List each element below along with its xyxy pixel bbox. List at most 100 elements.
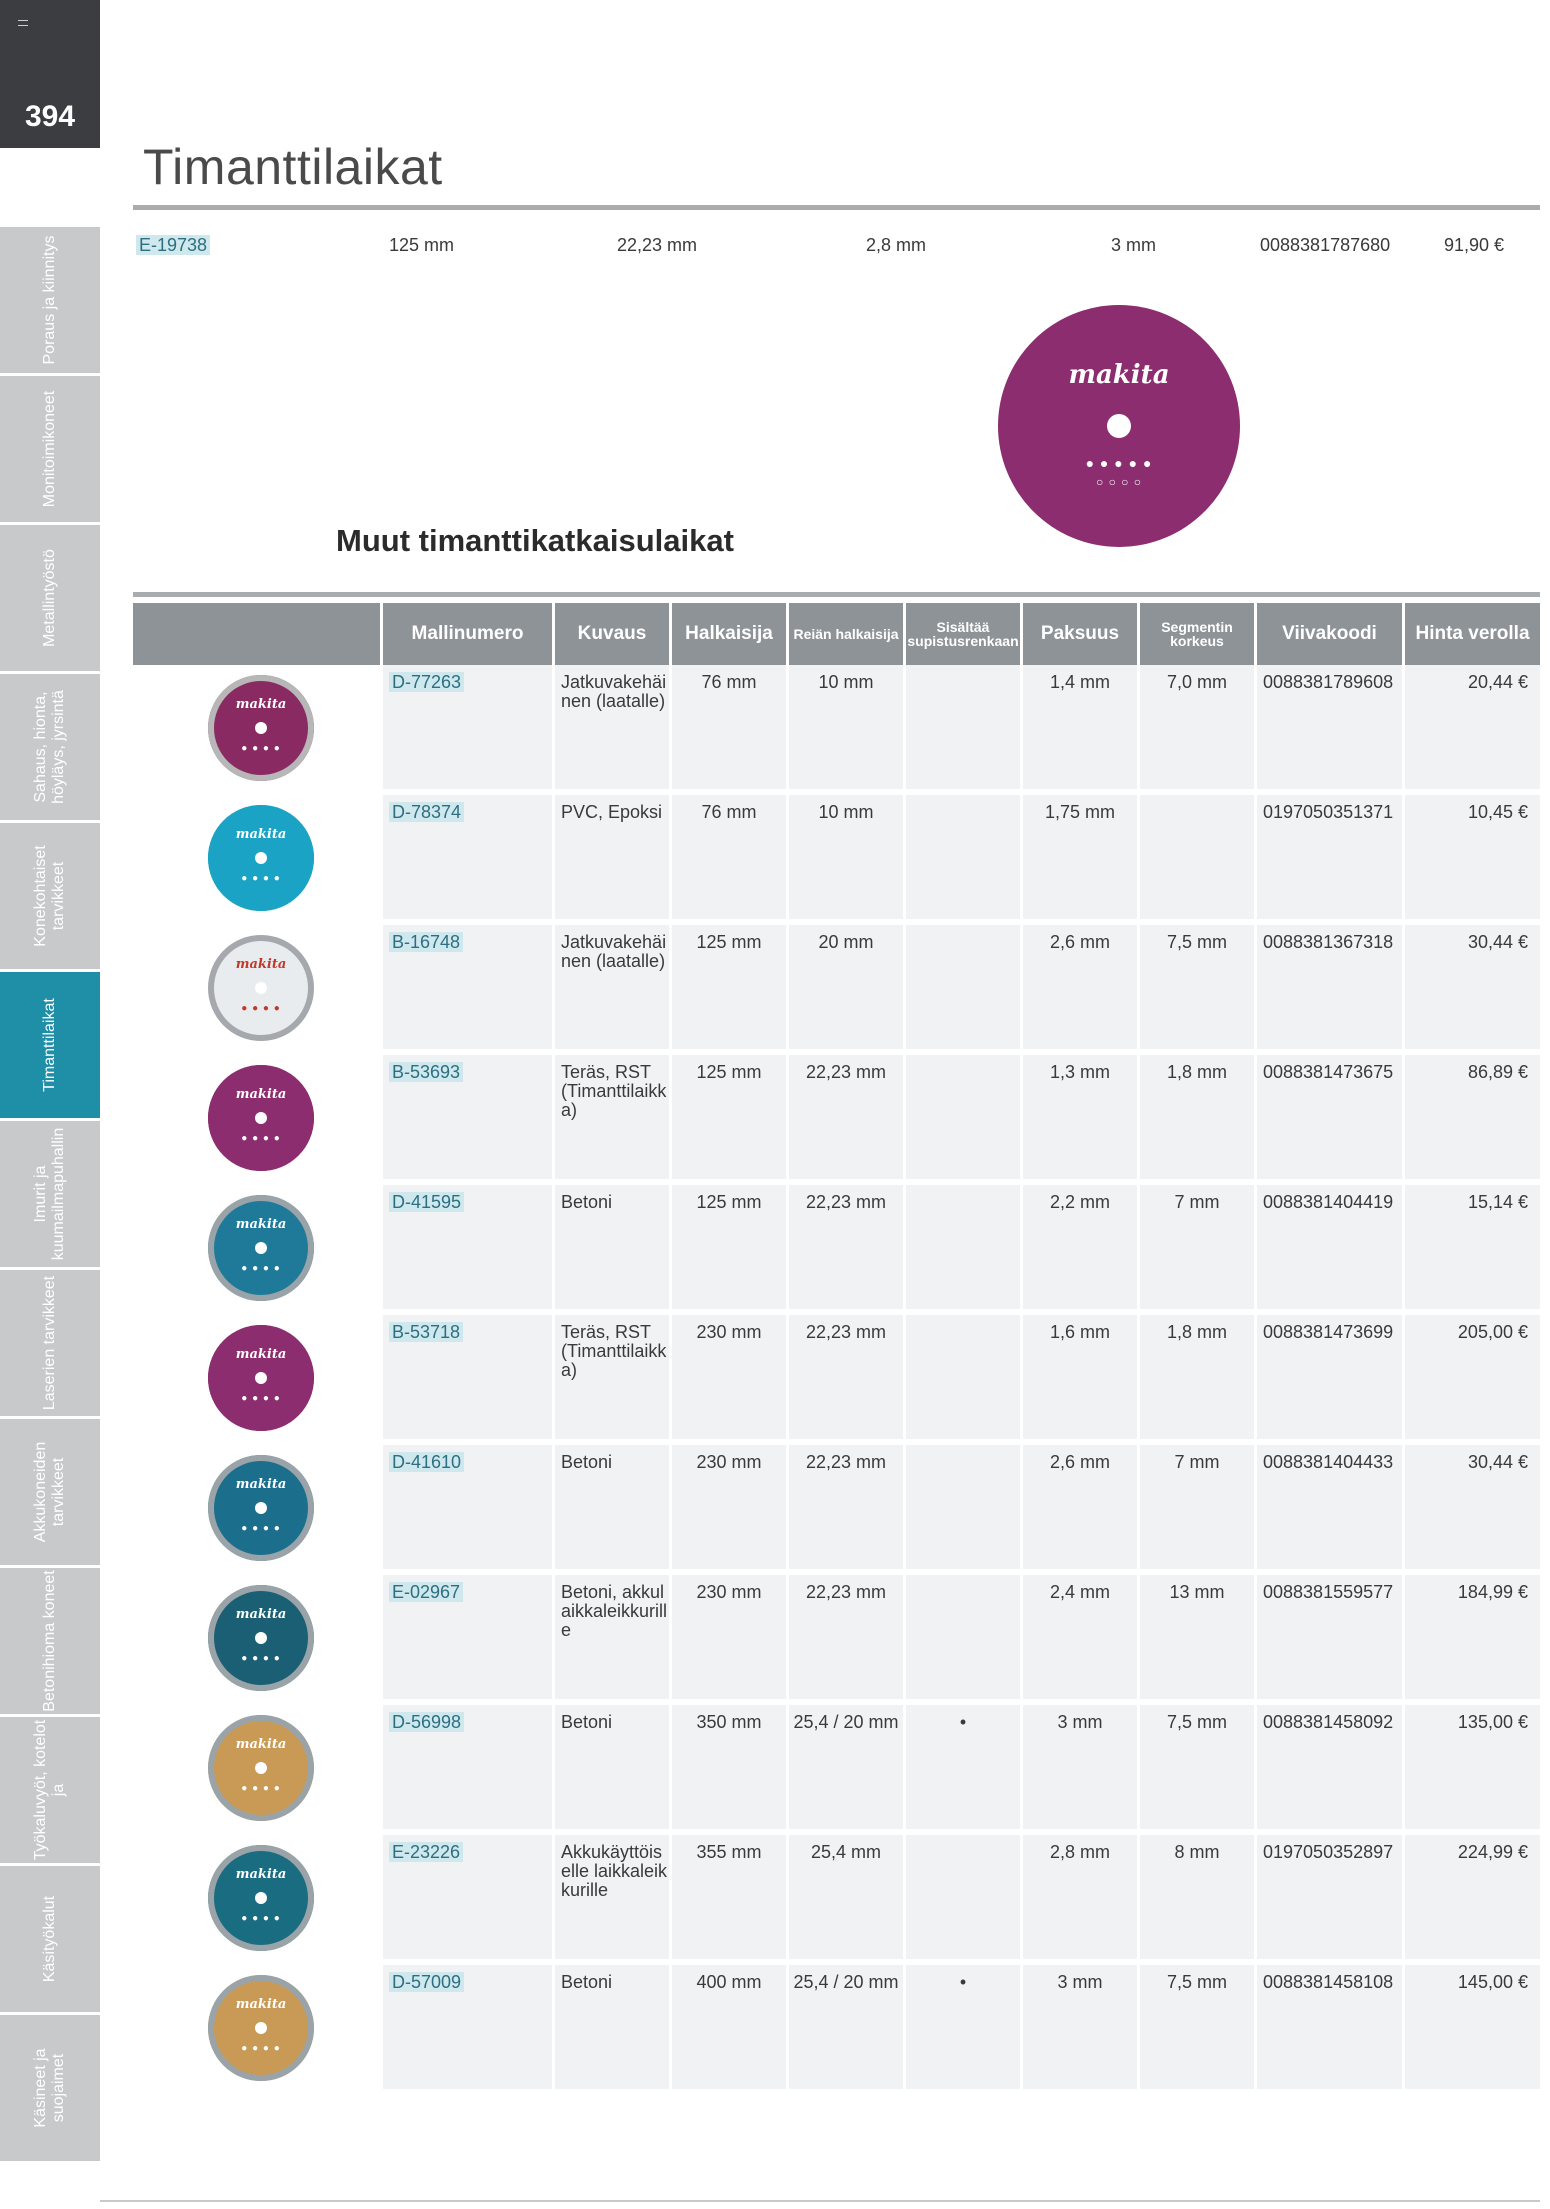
cell-model[interactable]: D-78374 (380, 795, 552, 923)
cell-bore: 22,23 mm (786, 1315, 903, 1443)
cell-model[interactable]: B-53718 (380, 1315, 552, 1443)
cell-model[interactable]: D-56998 (380, 1705, 552, 1833)
model-link[interactable]: B-53693 (389, 1062, 464, 1082)
cell-diameter: 125 mm (669, 925, 786, 1053)
cell-description: Betoni (552, 1965, 669, 2093)
sidebar-tab-6[interactable]: Imurit ja kuumailmapuhallin (0, 1121, 100, 1267)
model-link[interactable]: D-41610 (389, 1452, 465, 1472)
sidebar-tab-7[interactable]: Laserien tarvikkeet (0, 1270, 100, 1416)
cell-diameter: 125 mm (669, 1055, 786, 1183)
cell-description: PVC, Epoksi (552, 795, 669, 923)
header-description: Kuvaus (552, 603, 669, 665)
cell-barcode: 0088381789608 (1254, 665, 1402, 793)
sidebar-tab-label: Monitoimikoneet (41, 390, 58, 508)
cell-diameter: 230 mm (669, 1575, 786, 1703)
model-link[interactable]: D-57009 (389, 1972, 465, 1992)
cell-bore: 25,4 / 20 mm (786, 1705, 903, 1833)
model-link[interactable]: E-23226 (389, 1842, 464, 1862)
cell-barcode: 0088381458108 (1254, 1965, 1402, 2093)
sidebar-tab-10[interactable]: Työkaluvyöt, kotelot ja (0, 1717, 100, 1863)
header-model: Mallinumero (380, 603, 552, 665)
sidebar-tab-12[interactable]: Käsineet ja suojaimet (0, 2015, 100, 2161)
model-link[interactable]: B-16748 (389, 932, 464, 952)
sidebar-tab-1[interactable]: Monitoimikoneet (0, 376, 100, 522)
sidebar-tab-4[interactable]: Konekohtaiset tarvikkeet (0, 823, 100, 969)
sidebar-tab-5[interactable]: Timanttilaikat (0, 972, 100, 1118)
cell-includes-ring (903, 1055, 1020, 1183)
table-row: makita ● ● ● ● B-53693 Teräs, RST (Timantti… (0, 1055, 1550, 1183)
sidebar-tab-8[interactable]: Akkukoneiden tarvikkeet (0, 1419, 100, 1565)
top-row-code[interactable]: E-19738 (136, 235, 211, 256)
page-number: 394 (24, 100, 76, 133)
cell-price: 10,45 € (1402, 795, 1540, 923)
sidebar-tab-9[interactable]: Betonihioma koneet (0, 1568, 100, 1714)
header-barcode: Viivakoodi (1254, 603, 1402, 665)
top-row-price: 91,90 € (1444, 235, 1505, 255)
cell-description: Teräs, RST (Timanttilaikka) (552, 1055, 669, 1183)
cell-bore: 25,4 / 20 mm (786, 1965, 903, 2093)
cell-description: Jatkuvakehäinen (laatalle) (552, 665, 669, 793)
top-row-diameter: 125 mm (389, 235, 455, 255)
product-disc-image: makita ● ● ● ● (208, 1975, 314, 2081)
cell-description: Betoni (552, 1445, 669, 1573)
cell-model[interactable]: B-16748 (380, 925, 552, 1053)
cell-segment-height: 7 mm (1137, 1185, 1254, 1313)
model-link[interactable]: D-41595 (389, 1192, 465, 1212)
product-disc-image: makita ● ● ● ● (208, 1715, 314, 1821)
cell-barcode: 0088381404419 (1254, 1185, 1402, 1313)
featured-disc-image: makita ● ● ● ● ● ○ ○ ○ ○ (998, 305, 1240, 547)
sidebar-tab-3[interactable]: Sahaus, hionta, höyläys, jyrsintä (0, 674, 100, 820)
cell-diameter: 350 mm (669, 1705, 786, 1833)
cell-model[interactable]: E-23226 (380, 1835, 552, 1963)
cell-price: 224,99 € (1402, 1835, 1540, 1963)
model-link[interactable]: B-53718 (389, 1322, 464, 1342)
cell-segment-height: 7,0 mm (1137, 665, 1254, 793)
cell-segment-height: 7,5 mm (1137, 1965, 1254, 2093)
cell-bore: 10 mm (786, 665, 903, 793)
model-link[interactable]: D-56998 (389, 1712, 465, 1732)
sidebar-tab-0[interactable]: Poraus ja kiinnitys (0, 227, 100, 373)
header-segment-height: Segmentin korkeus (1137, 603, 1254, 665)
cell-thickness: 3 mm (1020, 1965, 1137, 2093)
model-link[interactable]: D-77263 (389, 672, 465, 692)
cell-includes-ring: • (903, 1705, 1020, 1833)
cell-includes-ring: • (903, 1965, 1020, 2093)
model-link[interactable]: E-02967 (389, 1582, 464, 1602)
cell-model[interactable]: D-41595 (380, 1185, 552, 1313)
product-disc-image: makita ● ● ● ● (208, 1585, 314, 1691)
cell-diameter: 125 mm (669, 1185, 786, 1313)
cell-segment-height: 1,8 mm (1137, 1315, 1254, 1443)
cell-barcode: 0197050351371 (1254, 795, 1402, 923)
section-title: Muut timanttikatkaisulaikat (336, 523, 734, 558)
header-includes-ring: Sisältää supistusrenkaan (903, 603, 1020, 665)
bottom-divider (100, 2200, 1540, 2202)
cell-diameter: 230 mm (669, 1315, 786, 1443)
top-row-thickness: 2,8 mm (866, 235, 927, 255)
cell-description: Jatkuvakehäinen (laatalle) (552, 925, 669, 1053)
cell-model[interactable]: D-41610 (380, 1445, 552, 1573)
sidebar-tab-11[interactable]: Käsityökalut (0, 1866, 100, 2012)
cell-price: 135,00 € (1402, 1705, 1540, 1833)
cell-price: 30,44 € (1402, 925, 1540, 1053)
top-row-bore: 22,23 mm (617, 235, 698, 255)
cell-model[interactable]: B-53693 (380, 1055, 552, 1183)
cell-model[interactable]: D-77263 (380, 665, 552, 793)
sidebar-tab-label: Poraus ja kiinnitys (41, 235, 58, 365)
cell-thickness: 2,2 mm (1020, 1185, 1137, 1313)
cell-segment-height: 7,5 mm (1137, 1705, 1254, 1833)
cell-diameter: 230 mm (669, 1445, 786, 1573)
cell-thickness: 3 mm (1020, 1705, 1137, 1833)
cell-thickness: 1,6 mm (1020, 1315, 1137, 1443)
sidebar-tab-2[interactable]: Metallintyöstö (0, 525, 100, 671)
cell-segment-height: 13 mm (1137, 1575, 1254, 1703)
model-link[interactable]: D-78374 (389, 802, 465, 822)
top-row-segment: 3 mm (1111, 235, 1156, 255)
cell-model[interactable]: D-57009 (380, 1965, 552, 2093)
cell-includes-ring (903, 1315, 1020, 1443)
menu-icon (18, 20, 28, 26)
cell-description: Betoni (552, 1185, 669, 1313)
cell-price: 205,00 € (1402, 1315, 1540, 1443)
cell-includes-ring (903, 1575, 1020, 1703)
cell-thickness: 2,6 mm (1020, 1445, 1137, 1573)
cell-model[interactable]: E-02967 (380, 1575, 552, 1703)
